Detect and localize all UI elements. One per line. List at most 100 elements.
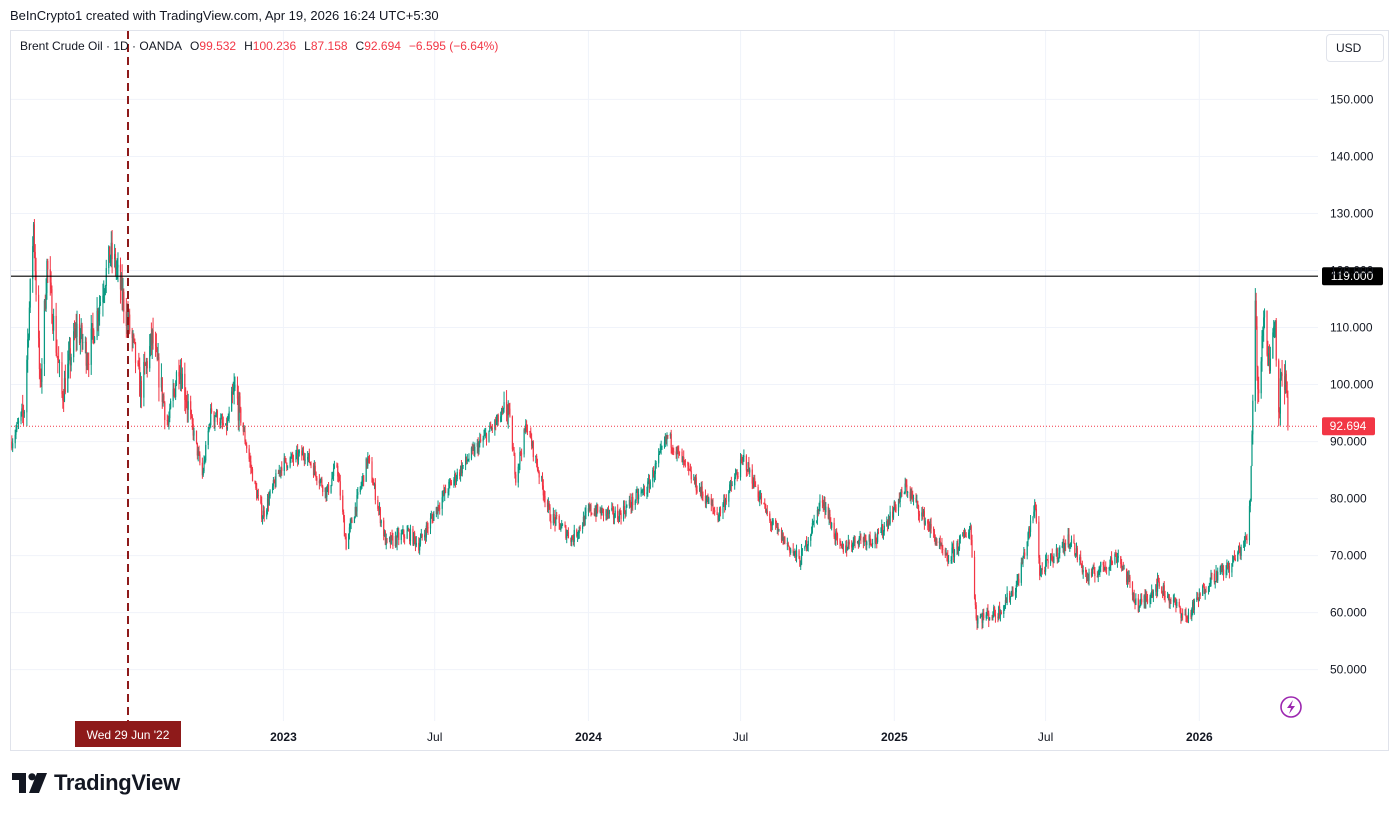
candle-body [162,395,164,402]
candle-body [1126,574,1129,583]
candle-body [921,512,923,517]
candle-body [799,558,801,567]
candle-body [465,456,468,462]
candle-body [210,408,213,412]
candle-body [1040,568,1042,572]
candle-body [648,480,651,489]
candle-body [938,541,941,544]
candle-body [185,399,187,402]
candle-body [970,526,972,540]
candle-body [1156,584,1158,592]
candle-body [205,444,207,461]
tradingview-wordmark: TradingView [54,770,180,795]
candle-body [500,410,503,417]
candle-body [1240,547,1242,556]
candle-body [119,264,122,290]
candle-body [862,537,864,543]
candle-body [22,408,24,410]
price-tick-label: 80.000 [1330,492,1367,506]
candle-body [805,540,808,549]
candle-body [611,507,613,511]
candle-body [1161,592,1164,596]
candle-body [12,443,14,449]
candle-body [731,485,733,487]
candle-body [287,466,289,468]
candle-body [354,506,356,518]
candle-body [310,463,312,466]
candle-body [104,285,107,292]
candle-body [841,543,844,548]
candle-body [1263,317,1265,331]
candle-body [117,264,119,268]
candle-body [612,508,615,518]
candle-body [226,419,229,430]
candle-body [912,497,915,499]
candle-body [1038,521,1040,558]
candle-body [927,523,930,528]
candle-body [839,539,841,545]
candle-body [11,441,13,449]
candle-body [1064,543,1066,551]
candle-body [242,422,244,432]
candle-body [39,369,41,378]
candle-body [1053,556,1055,564]
candle-body [1100,561,1102,567]
candle-body [841,545,843,548]
candle-body [887,520,890,527]
candle-body [917,505,920,514]
candle-body [280,467,282,473]
symbol-name[interactable]: Brent Crude Oil · 1D · OANDA [20,39,183,53]
candle-body [618,511,620,522]
candle-body [776,527,778,529]
candle-body [1285,373,1287,382]
candle-body [1098,570,1100,574]
candle-body [556,515,558,517]
candle-body [1166,596,1169,598]
candle-body [424,534,426,538]
candle-body [145,361,147,366]
candle-body [1207,587,1210,593]
candle-body [1009,593,1011,600]
candle-body [1252,400,1254,435]
lightning-icon[interactable] [1280,696,1302,718]
price-tick-label: 70.000 [1330,549,1367,563]
candle-body [357,492,359,496]
candle-body [400,533,402,540]
candle-body [1050,553,1053,555]
candle-body [1180,611,1182,618]
candle-body [197,451,199,456]
candle-body [489,425,491,431]
tradingview-logo[interactable]: TradingView [12,770,180,796]
candle-body [227,418,229,420]
candle-body [765,503,767,512]
candle-body [952,547,954,548]
candle-body [490,427,493,429]
candle-body [91,323,93,329]
candle-body [1045,559,1048,561]
candle-body [667,435,669,437]
candle-body [491,427,493,430]
candle-body [109,255,112,263]
candle-body [1250,466,1252,501]
candle-body [184,373,186,400]
currency-button[interactable]: USD [1326,34,1384,62]
candle-body [103,294,105,296]
candle-body [180,372,183,389]
candle-body [1110,557,1112,565]
candle-body [1234,558,1236,561]
candle-body [1055,548,1058,557]
candle-body [1027,533,1029,542]
candle-body [460,466,463,474]
candle-body [172,388,174,402]
chart-axes: 50.000 60.000 70.000 80.000 90.000 100.000 110… [270,92,1374,744]
candle-body [518,463,520,467]
candle-body [559,523,561,530]
candle-body [1073,539,1075,544]
candle-body [190,414,193,417]
candle-body [1138,607,1140,612]
candle-body [934,537,936,545]
candle-body [32,246,34,280]
candle-body [905,483,907,485]
candle-body [33,224,35,252]
